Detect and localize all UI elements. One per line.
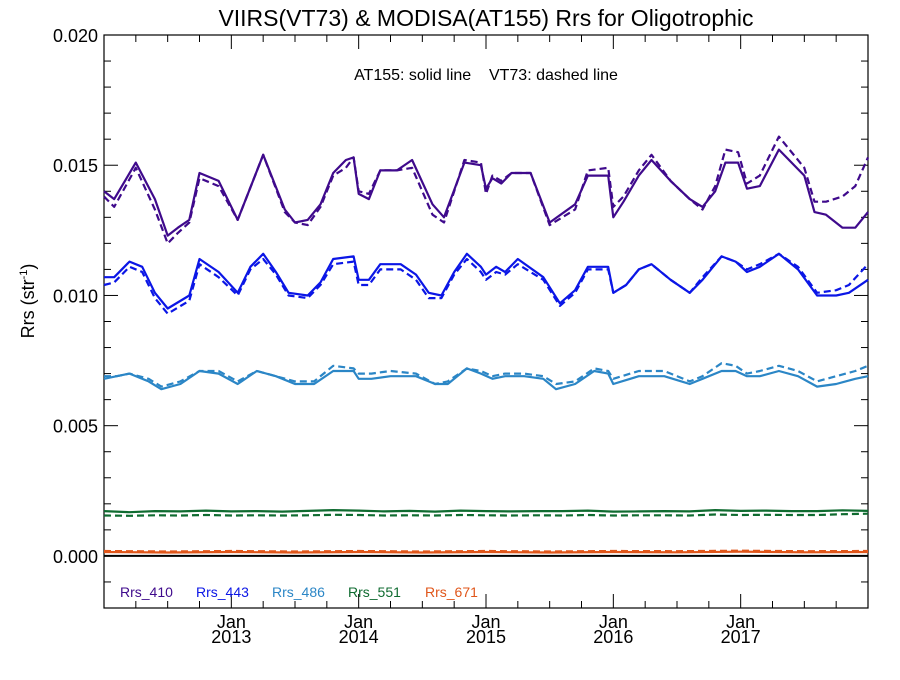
axes-layer: 0.0000.0050.0100.0150.020Jan2013Jan2014J… xyxy=(53,26,869,647)
plot-frame xyxy=(103,34,869,609)
legend-item-rrs-486: Rrs_486 xyxy=(272,584,325,600)
series-line-rrs-410-solid xyxy=(103,148,869,237)
x-tick-label-month: Jan xyxy=(599,612,628,632)
x-tick-label-year: 2017 xyxy=(721,627,761,647)
y-axis-label-close: ) xyxy=(18,264,38,270)
x-tick-label-month: Jan xyxy=(217,612,246,632)
legend-item-rrs-551: Rrs_551 xyxy=(348,584,401,600)
series-line-rrs-551-dashed xyxy=(103,512,869,517)
x-tick-label-year: 2014 xyxy=(339,627,379,647)
series-line-rrs-486-dashed xyxy=(104,362,869,388)
series-line-rrs-551-solid xyxy=(103,509,869,514)
legend-item-rrs-671: Rrs_671 xyxy=(425,584,478,600)
y-tick-label: 0.020 xyxy=(53,26,98,46)
x-tick-label-year: 2013 xyxy=(211,627,251,647)
y-axis-label-main: Rrs (str xyxy=(18,279,38,338)
x-tick-label-year: 2015 xyxy=(466,627,506,647)
series-line-rrs-443-solid xyxy=(104,252,869,310)
chart-title: VIIRS(VT73) & MODISA(AT155) Rrs for Olig… xyxy=(218,5,753,31)
legend: Rrs_410 Rrs_443 Rrs_486 Rrs_551 Rrs_671 xyxy=(120,584,478,600)
y-axis-label: Rrs (str-1) xyxy=(18,264,38,339)
series-line-rrs-410-dashed xyxy=(103,135,870,245)
y-tick-label: 0.005 xyxy=(53,417,98,437)
y-tick-label: 0.015 xyxy=(53,156,98,176)
series-line-rrs-443-dashed xyxy=(103,252,869,315)
line-style-annotation: AT155: solid line VT73: dashed line xyxy=(354,67,618,84)
series-line-rrs-486-solid xyxy=(103,367,869,391)
x-tick-label-month: Jan xyxy=(471,612,500,632)
legend-item-rrs-443: Rrs_443 xyxy=(196,584,249,600)
series-line-rrs-671-solid xyxy=(103,550,869,554)
x-tick-label-year: 2016 xyxy=(593,627,633,647)
y-axis-label-superscript: -1 xyxy=(18,270,30,280)
legend-item-rrs-410: Rrs_410 xyxy=(120,584,173,600)
y-tick-label: 0.010 xyxy=(53,286,98,306)
x-tick-label-month: Jan xyxy=(344,612,373,632)
y-tick-label: 0.000 xyxy=(53,547,98,567)
x-tick-label-month: Jan xyxy=(726,612,755,632)
series-layer xyxy=(103,135,870,554)
